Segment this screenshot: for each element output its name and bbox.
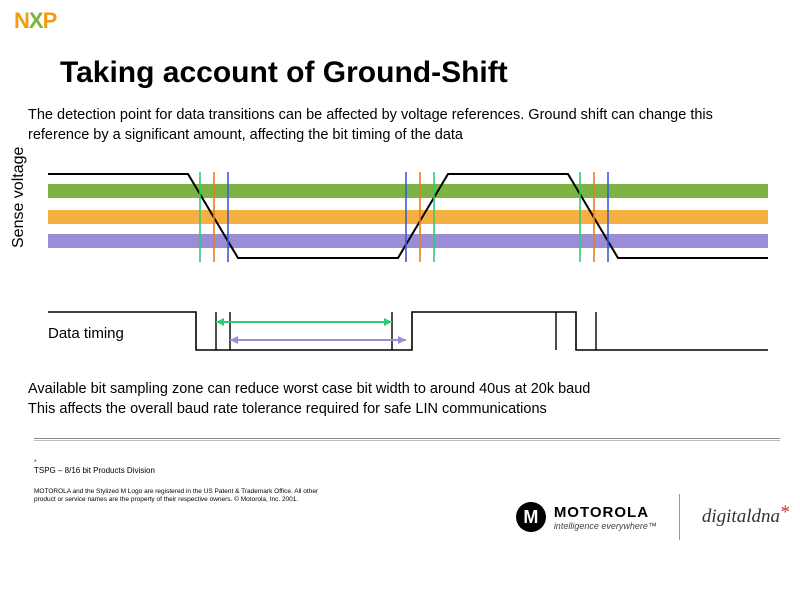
y-axis-label: Sense voltage	[10, 147, 28, 248]
nxp-logo: NXP	[14, 8, 56, 34]
logo-letter: P	[43, 8, 57, 33]
logo-letter: N	[14, 8, 29, 33]
motorola-name: MOTOROLA	[554, 504, 657, 521]
footer-legal: MOTOROLA and the Stylized M Logo are reg…	[34, 488, 334, 504]
digitaldna-logo: digitaldna	[702, 506, 780, 528]
description-top: The detection point for data transitions…	[28, 106, 772, 145]
divider	[34, 440, 780, 441]
brand-separator	[679, 494, 680, 540]
footer-division-text: TSPG – 8/16 bit Products Division	[34, 466, 155, 475]
logo-letter: X	[29, 8, 43, 33]
footer-division: * TSPG – 8/16 bit Products Division	[34, 460, 155, 475]
description-bottom: Available bit sampling zone can reduce w…	[28, 380, 772, 419]
footer-brands: M MOTOROLA intelligence everywhere™ digi…	[516, 494, 780, 540]
divider	[34, 438, 780, 439]
motorola-tagline: intelligence everywhere™	[554, 521, 657, 531]
sense-voltage-diagram	[48, 156, 768, 286]
motorola-logo: M MOTOROLA intelligence everywhere™	[516, 502, 657, 532]
data-timing-diagram	[48, 302, 768, 362]
motorola-m-icon: M	[516, 502, 546, 532]
page-title: Taking account of Ground-Shift	[60, 56, 508, 90]
